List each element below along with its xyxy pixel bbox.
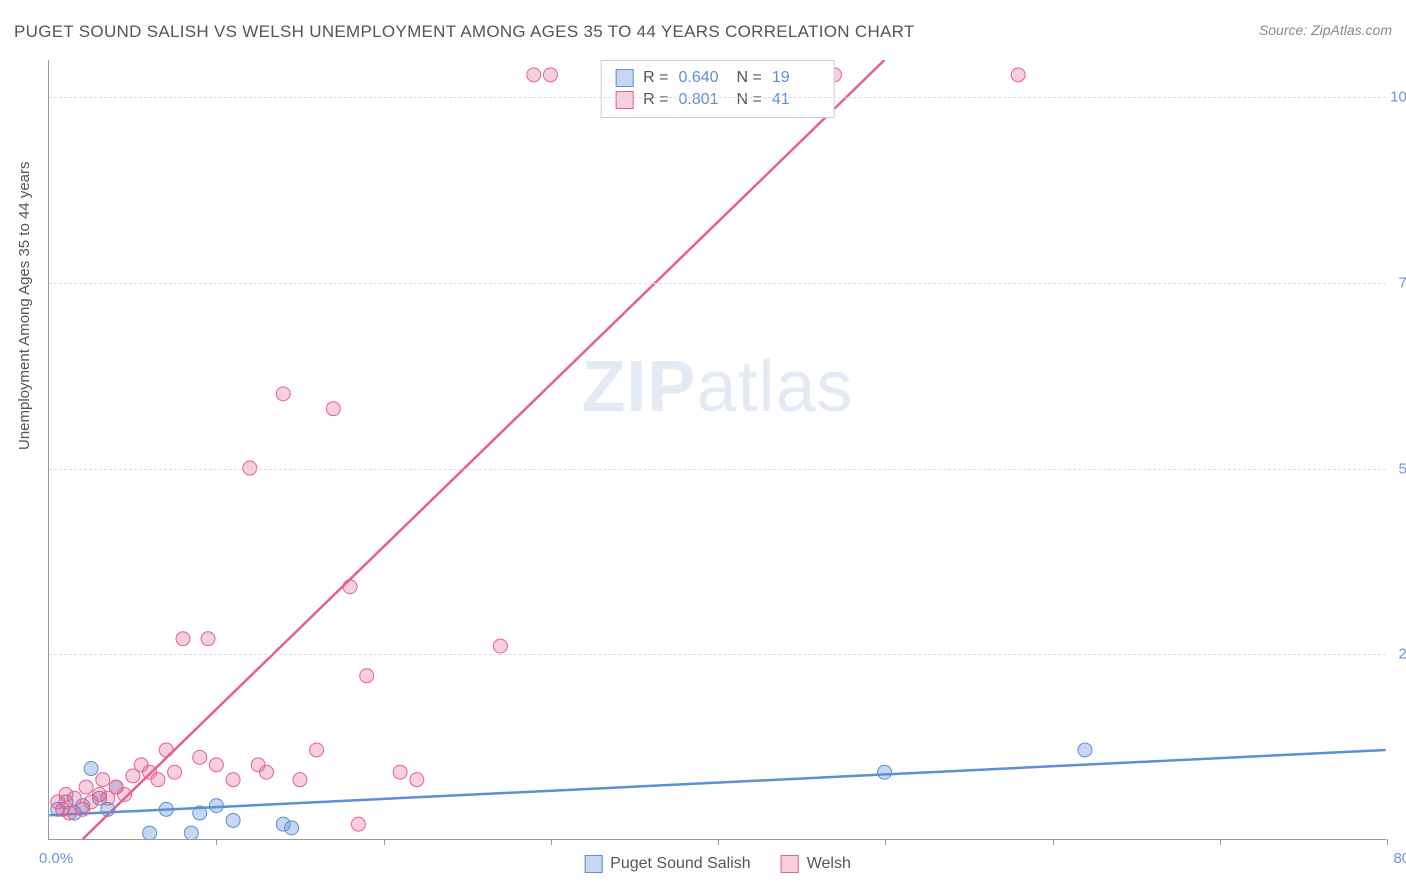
y-tick-label: 50.0% bbox=[1398, 460, 1406, 477]
legend-item-b: Welsh bbox=[781, 855, 851, 873]
watermark: ZIPatlas bbox=[581, 346, 853, 428]
stat-r-a: 0.640 bbox=[679, 69, 727, 87]
legend-item-a: Puget Sound Salish bbox=[584, 855, 751, 873]
stat-label-n: N = bbox=[737, 91, 762, 109]
swatch-series-a bbox=[615, 69, 633, 87]
chart-svg bbox=[49, 60, 1386, 839]
x-axis-origin-label: 0.0% bbox=[39, 850, 73, 867]
stat-label-r: R = bbox=[643, 91, 668, 109]
scatter-plot: ZIPatlas R = 0.640 N = 19 R = 0.801 N = … bbox=[48, 60, 1386, 840]
y-tick-label: 100.0% bbox=[1390, 89, 1406, 106]
legend-label-a: Puget Sound Salish bbox=[610, 855, 751, 873]
stat-label-n: N = bbox=[737, 69, 762, 87]
y-tick-label: 75.0% bbox=[1398, 274, 1406, 291]
y-axis-label: Unemployment Among Ages 35 to 44 years bbox=[16, 161, 33, 450]
stat-label-r: R = bbox=[643, 69, 668, 87]
x-axis-max-label: 80.0% bbox=[1393, 850, 1406, 867]
correlation-stats-box: R = 0.640 N = 19 R = 0.801 N = 41 bbox=[600, 60, 835, 118]
legend: Puget Sound Salish Welsh bbox=[584, 855, 851, 873]
chart-title: PUGET SOUND SALISH VS WELSH UNEMPLOYMENT… bbox=[14, 22, 915, 42]
watermark-light: atlas bbox=[696, 347, 853, 427]
stat-n-b: 41 bbox=[772, 91, 820, 109]
watermark-bold: ZIP bbox=[581, 347, 696, 427]
stat-r-b: 0.801 bbox=[679, 91, 727, 109]
legend-swatch-a bbox=[584, 855, 602, 873]
stat-n-a: 19 bbox=[772, 69, 820, 87]
y-tick-label: 25.0% bbox=[1398, 646, 1406, 663]
legend-label-b: Welsh bbox=[807, 855, 851, 873]
stats-row-series-b: R = 0.801 N = 41 bbox=[615, 89, 820, 111]
legend-swatch-b bbox=[781, 855, 799, 873]
swatch-series-b bbox=[615, 91, 633, 109]
stats-row-series-a: R = 0.640 N = 19 bbox=[615, 67, 820, 89]
source-attribution: Source: ZipAtlas.com bbox=[1259, 22, 1392, 38]
